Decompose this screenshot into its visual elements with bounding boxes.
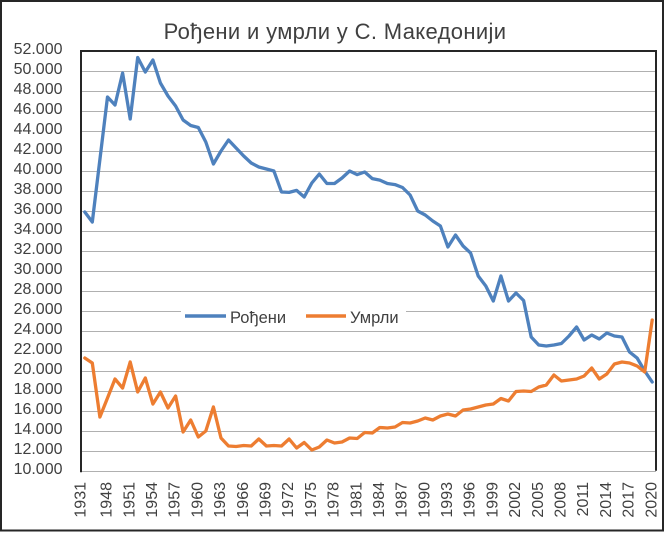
svg-text:52.000: 52.000 — [14, 41, 63, 58]
svg-text:1957: 1957 — [167, 482, 184, 518]
svg-text:2005: 2005 — [530, 482, 547, 518]
svg-text:22.000: 22.000 — [14, 341, 63, 358]
svg-text:24.000: 24.000 — [14, 321, 63, 338]
svg-text:14.000: 14.000 — [14, 421, 63, 438]
svg-text:32.000: 32.000 — [14, 241, 63, 258]
svg-text:10.000: 10.000 — [14, 461, 63, 478]
svg-text:1981: 1981 — [348, 482, 365, 518]
svg-text:Рођени и умрли у С. Македонији: Рођени и умрли у С. Македонији — [164, 19, 507, 44]
svg-text:38.000: 38.000 — [14, 181, 63, 198]
svg-text:12.000: 12.000 — [14, 441, 63, 458]
svg-text:1954: 1954 — [144, 482, 161, 518]
svg-text:46.000: 46.000 — [14, 101, 63, 118]
svg-text:1999: 1999 — [484, 482, 501, 518]
svg-text:40.000: 40.000 — [14, 161, 63, 178]
svg-text:50.000: 50.000 — [14, 61, 63, 78]
svg-text:2002: 2002 — [507, 482, 524, 518]
svg-text:Рођени: Рођени — [230, 309, 286, 327]
svg-text:2011: 2011 — [575, 482, 592, 517]
svg-text:16.000: 16.000 — [14, 401, 63, 418]
svg-text:1969: 1969 — [258, 482, 275, 518]
svg-text:2014: 2014 — [598, 482, 615, 518]
svg-text:44.000: 44.000 — [14, 121, 63, 138]
svg-text:1987: 1987 — [394, 482, 411, 518]
svg-text:1984: 1984 — [371, 482, 388, 518]
svg-text:1978: 1978 — [326, 482, 343, 518]
svg-text:1975: 1975 — [303, 482, 320, 518]
svg-text:Умрли: Умрли — [350, 309, 399, 327]
svg-text:1951: 1951 — [121, 482, 138, 518]
svg-text:2017: 2017 — [621, 482, 638, 518]
svg-text:30.000: 30.000 — [14, 261, 63, 278]
svg-text:1931: 1931 — [73, 482, 90, 518]
svg-text:1972: 1972 — [280, 482, 297, 518]
svg-text:26.000: 26.000 — [14, 301, 63, 318]
svg-text:1960: 1960 — [189, 482, 206, 518]
svg-text:1966: 1966 — [235, 482, 252, 518]
svg-text:2008: 2008 — [553, 482, 570, 518]
svg-text:36.000: 36.000 — [14, 201, 63, 218]
svg-text:1996: 1996 — [462, 482, 479, 518]
svg-text:20.000: 20.000 — [14, 361, 63, 378]
svg-text:2020: 2020 — [643, 482, 660, 518]
svg-text:18.000: 18.000 — [14, 381, 63, 398]
svg-text:1963: 1963 — [212, 482, 229, 518]
svg-text:1990: 1990 — [416, 482, 433, 518]
svg-text:42.000: 42.000 — [14, 141, 63, 158]
svg-text:28.000: 28.000 — [14, 281, 63, 298]
svg-text:1948: 1948 — [99, 482, 116, 518]
svg-text:1993: 1993 — [439, 482, 456, 518]
svg-text:34.000: 34.000 — [14, 221, 63, 238]
svg-text:48.000: 48.000 — [14, 81, 63, 98]
